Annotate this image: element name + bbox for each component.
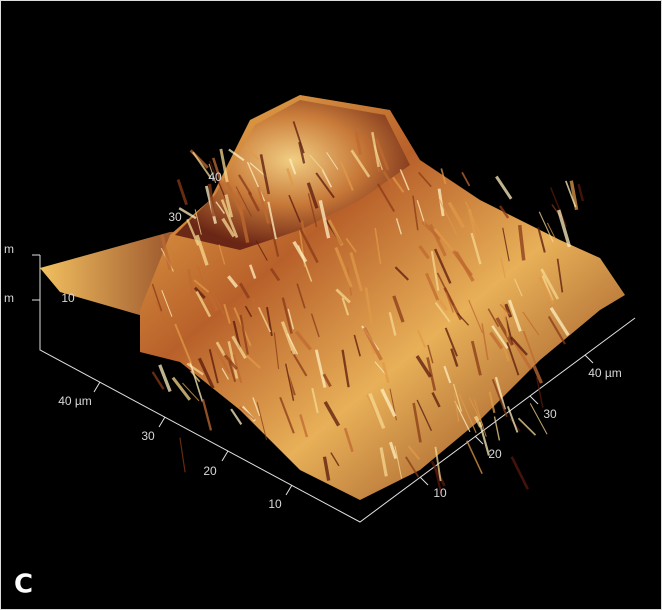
surface-label: 40 bbox=[208, 170, 222, 184]
left-axis-label: 40 µm bbox=[58, 394, 92, 408]
afm-figure: 40 µm 30 20 10 10 20 30 40 µm m m 10 40 … bbox=[0, 0, 662, 610]
left-axis-label: 10 bbox=[268, 497, 282, 511]
left-axis-label: 30 bbox=[141, 429, 155, 443]
surface-label: 30 bbox=[168, 210, 182, 224]
left-axis-label: 20 bbox=[203, 464, 217, 478]
panel-label: C bbox=[14, 570, 33, 600]
z-axis-label: m bbox=[4, 291, 14, 305]
z-axis-label: 10 bbox=[61, 291, 75, 305]
right-axis-label: 10 bbox=[433, 486, 447, 500]
right-axis-label: 40 µm bbox=[588, 366, 622, 380]
right-axis-label: 20 bbox=[488, 447, 502, 461]
right-axis-label: 30 bbox=[543, 407, 557, 421]
z-axis-label: m bbox=[4, 242, 14, 256]
